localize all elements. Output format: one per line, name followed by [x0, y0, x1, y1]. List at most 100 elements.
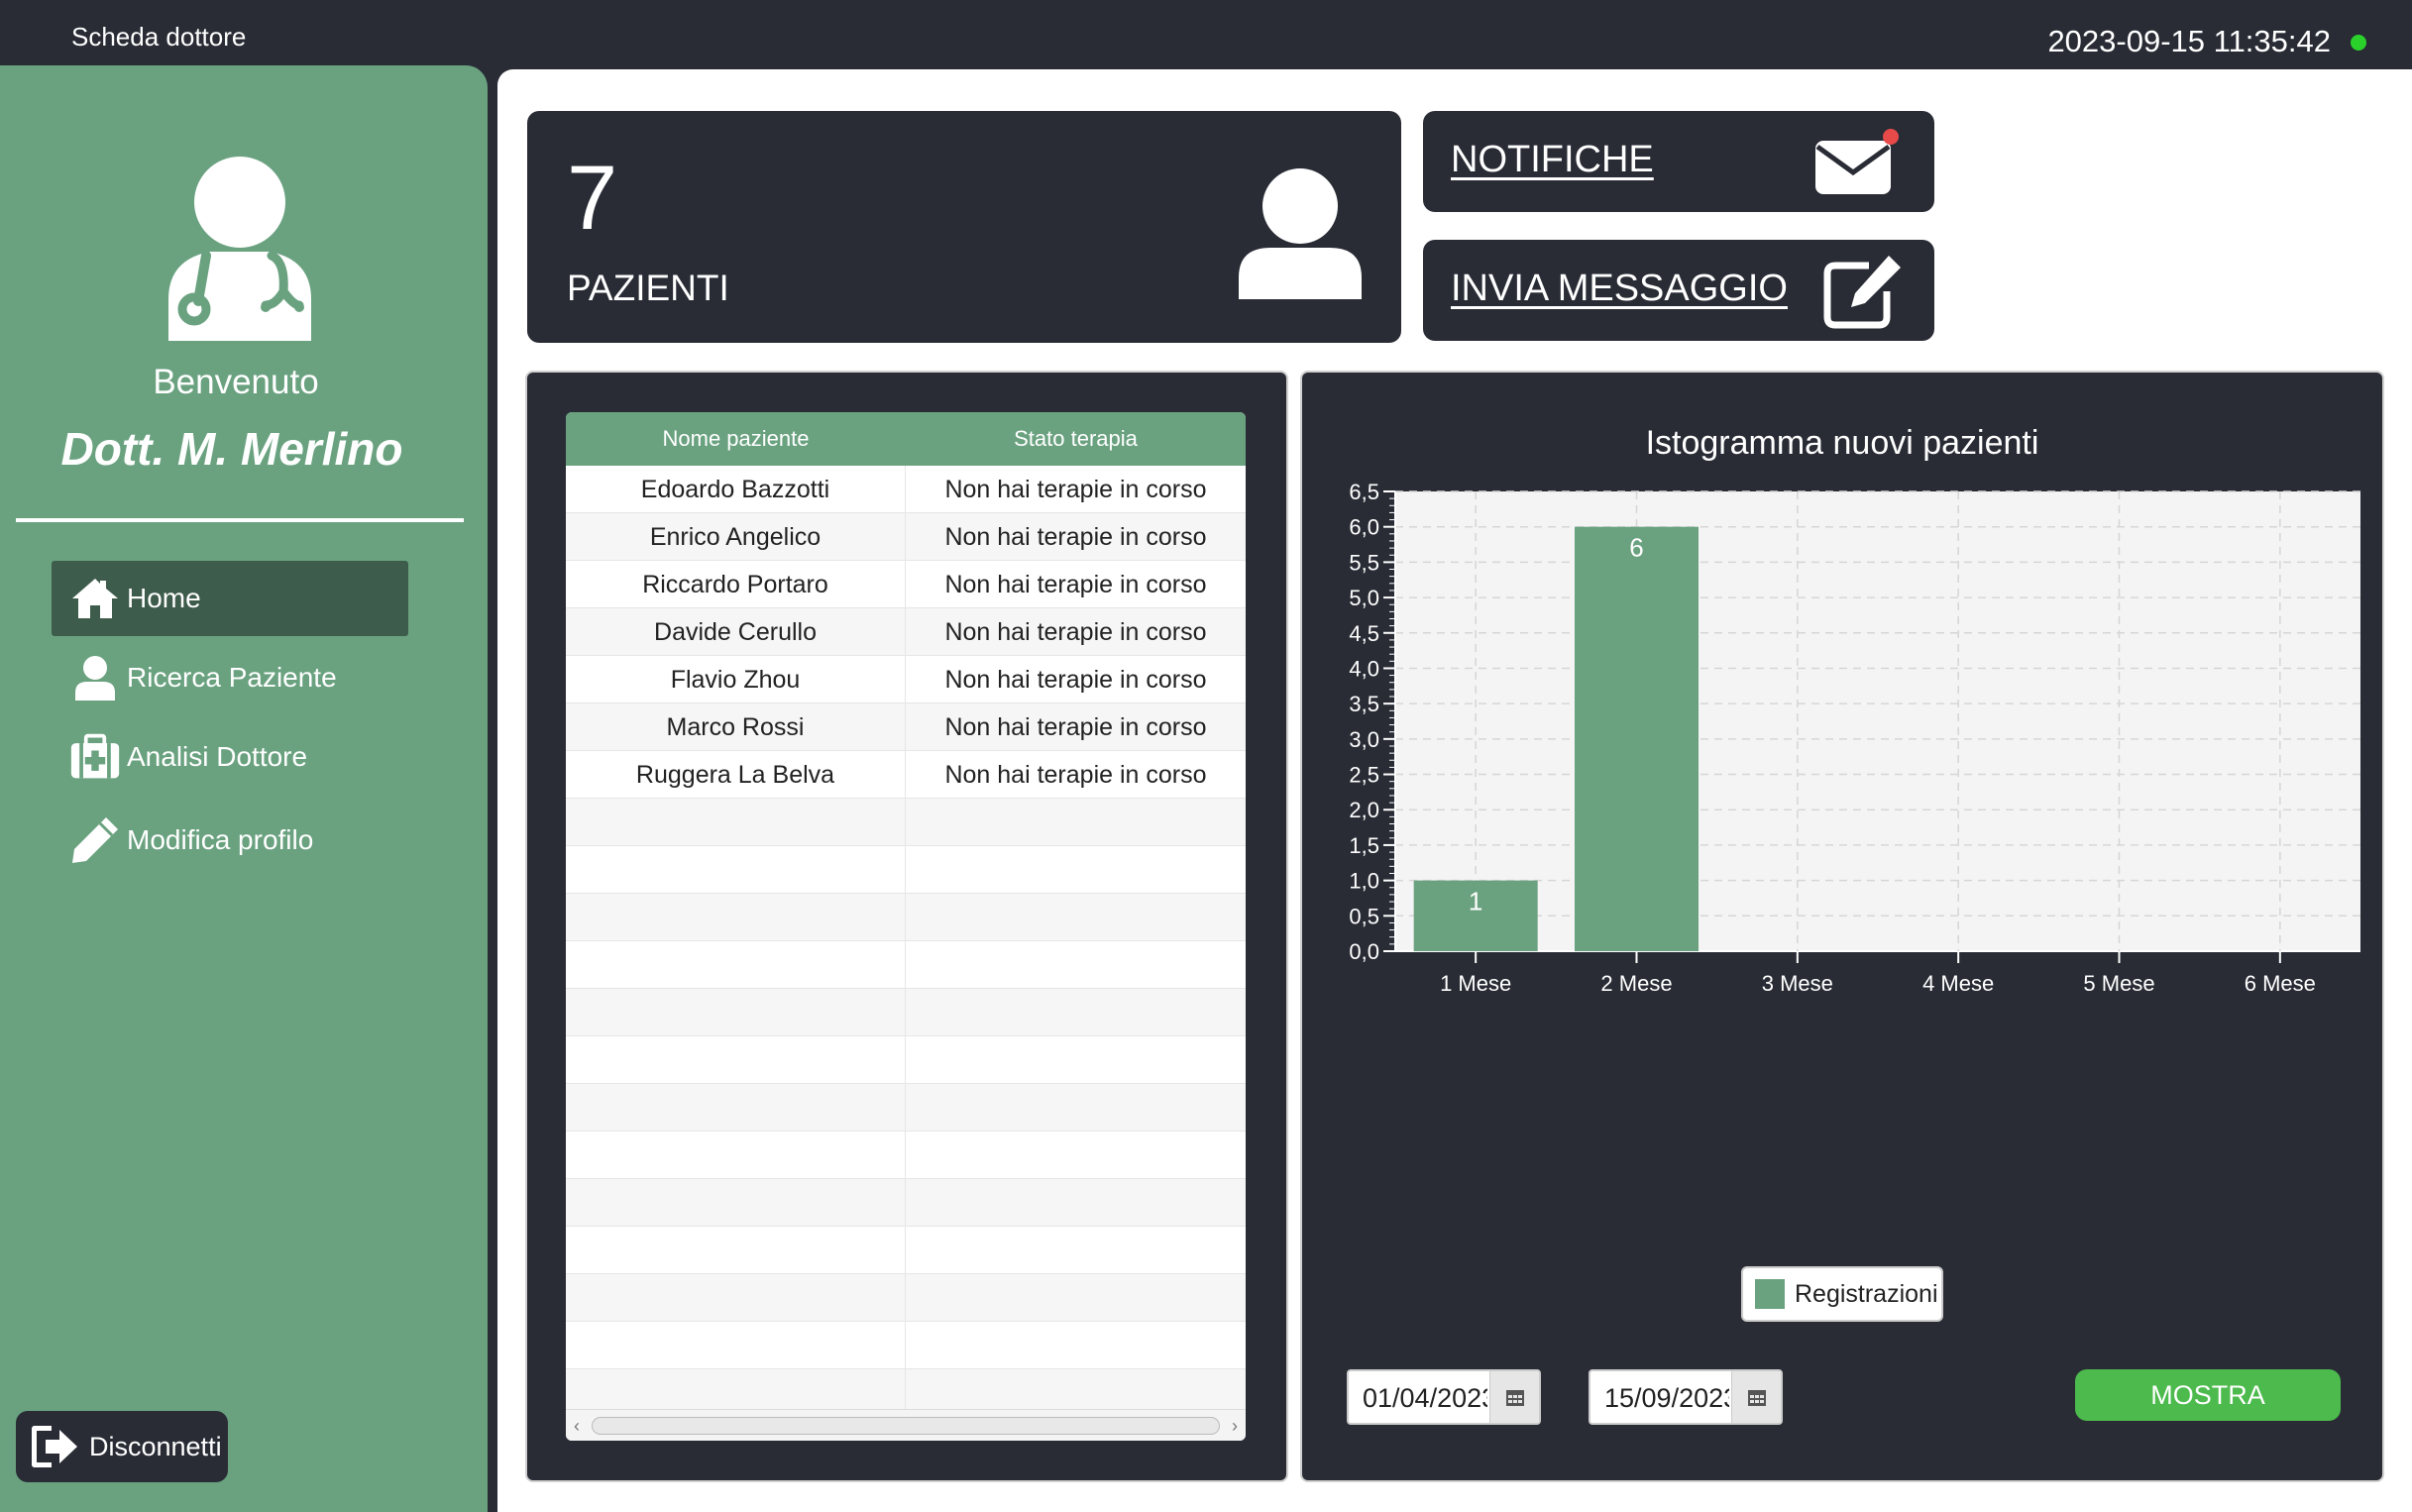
medkit-icon	[69, 733, 121, 780]
cell-therapy-status	[906, 1132, 1246, 1179]
table-row[interactable]	[566, 1274, 1246, 1322]
cell-patient-name	[566, 1179, 906, 1227]
notifications-label: NOTIFICHE	[1451, 139, 1654, 180]
date-to-value[interactable]: 15/09/2023	[1604, 1383, 1729, 1413]
scroll-right-arrow-icon[interactable]: ›	[1232, 1416, 1238, 1436]
table-row[interactable]: Riccardo Portaro Non hai terapie in corso	[566, 561, 1246, 608]
notifications-button[interactable]: NOTIFICHE	[1423, 111, 1934, 212]
doctor-icon	[168, 157, 311, 341]
x-tick-label: 3 Mese	[1762, 971, 1833, 996]
home-icon	[69, 576, 121, 621]
date-from-value[interactable]: 01/04/2023	[1363, 1383, 1487, 1413]
bar-chart: 0,0 0,5 1,0 1,5 2,0 2,5 3,0 3,5 4,0 4,5 5,0 5,5 6,0 6…	[1349, 480, 2360, 996]
y-tick-label: 5,0	[1349, 586, 1379, 610]
cell-patient-name: Marco Rossi	[566, 703, 906, 751]
patients-summary-card: 7 PAZIENTI	[527, 111, 1401, 343]
table-row[interactable]: Enrico Angelico Non hai terapie in corso	[566, 513, 1246, 561]
date-to-picker[interactable]: 15/09/2023	[1589, 1369, 1783, 1425]
cell-therapy-status: Non hai terapie in corso	[944, 522, 1207, 551]
y-tick-label: 0,0	[1349, 939, 1379, 964]
table-row[interactable]: Marco Rossi Non hai terapie in corso	[566, 703, 1246, 751]
cell-therapy-status: Non hai terapie in corso	[944, 665, 1207, 694]
user-icon	[1239, 168, 1362, 299]
date-from-picker[interactable]: 01/04/2023	[1347, 1369, 1541, 1425]
cell-therapy-status	[906, 1179, 1246, 1227]
table-row[interactable]	[566, 1132, 1246, 1179]
horizontal-scrollbar[interactable]: ‹ ›	[566, 1409, 1246, 1441]
y-tick-label: 1,5	[1349, 833, 1379, 858]
cell-patient-name: Riccardo Portaro	[566, 561, 906, 608]
bar-data-label: 6	[1629, 533, 1643, 563]
table-row[interactable]	[566, 1322, 1246, 1369]
user-icon	[69, 655, 121, 701]
cell-therapy-status: Non hai terapie in corso	[944, 712, 1207, 741]
title-bar: Scheda dottore 2023-09-15 11:35:42	[0, 0, 2412, 65]
calendar-icon[interactable]	[1489, 1371, 1539, 1423]
cell-therapy-status	[906, 941, 1246, 989]
y-tick-label: 4,0	[1349, 656, 1379, 681]
cell-therapy-status: Non hai terapie in corso	[944, 570, 1207, 598]
edit-icon	[1823, 256, 1901, 329]
patients-count: 7	[567, 148, 618, 249]
nav-edit-profile[interactable]: Modifica profilo	[52, 803, 408, 878]
y-tick-label: 2,0	[1349, 798, 1379, 822]
cell-therapy-status	[906, 1322, 1246, 1369]
chart-title: Istogramma nuovi pazienti	[1645, 424, 2039, 462]
cell-therapy-status	[906, 894, 1246, 941]
scroll-left-arrow-icon[interactable]: ‹	[574, 1416, 580, 1436]
x-tick-label: 6 Mese	[2245, 971, 2316, 996]
table-row[interactable]	[566, 941, 1246, 989]
table-row[interactable]: Edoardo Bazzotti Non hai terapie in corso	[566, 466, 1246, 513]
patients-label: PAZIENTI	[567, 268, 729, 308]
doctor-name: Dott. M. Merlino	[60, 423, 403, 475]
nav-search-label: Ricerca Paziente	[127, 662, 337, 693]
cell-therapy-status: Non hai terapie in corso	[944, 617, 1207, 646]
cell-therapy-status: Non hai terapie in corso	[944, 475, 1207, 503]
table-row[interactable]	[566, 1179, 1246, 1227]
send-message-button[interactable]: INVIA MESSAGGIO	[1423, 240, 1934, 341]
table-row[interactable]	[566, 894, 1246, 941]
y-tick-label: 3,5	[1349, 692, 1379, 716]
cell-patient-name	[566, 1084, 906, 1132]
show-button[interactable]: MOSTRA	[2075, 1369, 2341, 1421]
x-tick-label: 4 Mese	[1922, 971, 1994, 996]
online-status-indicator	[2351, 35, 2366, 51]
cell-therapy-status	[906, 1084, 1246, 1132]
nav-home-label: Home	[127, 583, 201, 613]
column-header-patient-name[interactable]: Nome paziente	[662, 426, 810, 451]
nav-home[interactable]: Home	[52, 561, 408, 636]
x-tick-label: 2 Mese	[1600, 971, 1672, 996]
column-header-therapy-status[interactable]: Stato terapia	[1014, 426, 1138, 451]
cell-therapy-status	[906, 1227, 1246, 1274]
nav-profile-label: Modifica profilo	[127, 824, 314, 855]
table-row[interactable]	[566, 1036, 1246, 1084]
datetime-display: 2023-09-15 11:35:42	[2047, 24, 2331, 58]
scrollbar-thumb[interactable]	[592, 1417, 1220, 1435]
cell-patient-name	[566, 1369, 906, 1417]
sidebar: Benvenuto Dott. M. Merlino Home Ricerca …	[0, 65, 488, 1512]
table-row[interactable]	[566, 1227, 1246, 1274]
cell-patient-name	[566, 941, 906, 989]
x-tick-label: 5 Mese	[2083, 971, 2154, 996]
bar-data-label: 1	[1469, 887, 1482, 917]
bar	[1575, 526, 1699, 951]
table-row[interactable]	[566, 846, 1246, 894]
cell-therapy-status: Non hai terapie in corso	[944, 760, 1207, 789]
cell-patient-name	[566, 1227, 906, 1274]
cell-patient-name	[566, 799, 906, 846]
cell-patient-name	[566, 846, 906, 894]
mail-icon	[1815, 129, 1899, 194]
nav-doctor-analysis[interactable]: Analisi Dottore	[52, 719, 408, 795]
table-row[interactable]	[566, 989, 1246, 1036]
logout-button[interactable]: Disconnetti	[16, 1411, 228, 1482]
y-tick-label: 4,5	[1349, 621, 1379, 646]
table-row[interactable]	[566, 799, 1246, 846]
chart-legend: Registrazioni	[1741, 1266, 1943, 1322]
table-row[interactable]	[566, 1084, 1246, 1132]
cell-patient-name: Flavio Zhou	[566, 656, 906, 703]
nav-search-patient[interactable]: Ricerca Paziente	[52, 640, 408, 715]
table-row[interactable]: Davide Cerullo Non hai terapie in corso	[566, 608, 1246, 656]
table-row[interactable]: Ruggera La Belva Non hai terapie in corso	[566, 751, 1246, 799]
table-row[interactable]: Flavio Zhou Non hai terapie in corso	[566, 656, 1246, 703]
calendar-icon[interactable]	[1731, 1371, 1781, 1423]
